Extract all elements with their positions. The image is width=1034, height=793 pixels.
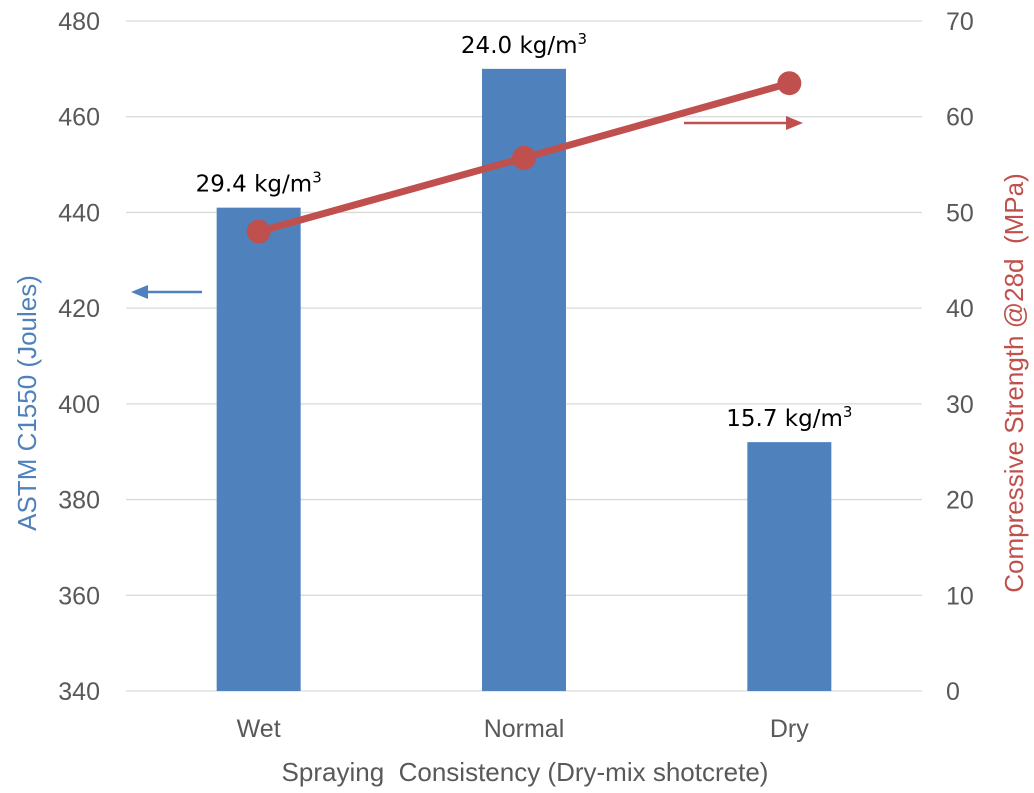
data-labels: 29.4 kg/m3 24.0 kg/m3 15.7 kg/m3 [196,30,853,432]
right-axis-tick-label: 10 [946,582,974,610]
right-axis-tick-label: 40 [946,295,974,323]
left-axis-tick-label: 380 [58,487,100,515]
right-axis-tick-label: 50 [946,199,974,227]
right-axis-tick-label: 0 [946,678,960,706]
line-series [246,71,802,244]
left-axis-tick-label: 420 [58,295,100,323]
bar [747,442,832,691]
left-axis-tick-label: 480 [58,8,100,36]
bar-data-label: 15.7 kg/m3 [726,403,852,432]
x-axis-tick-label: Dry [770,715,809,743]
bar-data-label: 29.4 kg/m3 [196,169,322,198]
right-axis-tick-label: 70 [946,8,974,36]
line-point [246,219,271,244]
line-point [512,145,536,170]
right-axis-tick-label: 30 [946,391,974,419]
bar [482,68,566,692]
tick-labels: 340 360 380 400 420 440 460 480 0 10 20 30 40 50 60 70 W… [58,8,974,743]
bar-series [216,68,832,692]
bar [216,207,301,691]
right-axis-tick-label: 60 [946,104,974,132]
x-axis-tick-label: Wet [237,715,281,743]
right-axis-arrowhead [786,116,803,130]
right-axis-tick-label: 20 [946,487,974,515]
left-axis-arrowhead [131,285,148,299]
left-axis-tick-label: 360 [58,582,100,610]
axis-indicator-arrows [131,116,803,299]
left-axis-tick-label: 340 [58,678,100,706]
x-axis-tick-label: Normal [484,715,565,743]
line-point [777,71,802,96]
left-axis-tick-label: 460 [58,104,100,132]
x-axis-title: Spraying Consistency (Dry-mix shotcrete) [282,757,769,787]
bar-data-label: 24.0 kg/m3 [461,30,587,59]
left-axis-title: ASTM C1550 (Joules) [12,275,42,531]
left-axis-tick-label: 400 [58,391,100,419]
left-axis-tick-label: 440 [58,199,100,227]
right-axis-title: Compressive Strength @28d (MPa) [999,173,1029,592]
